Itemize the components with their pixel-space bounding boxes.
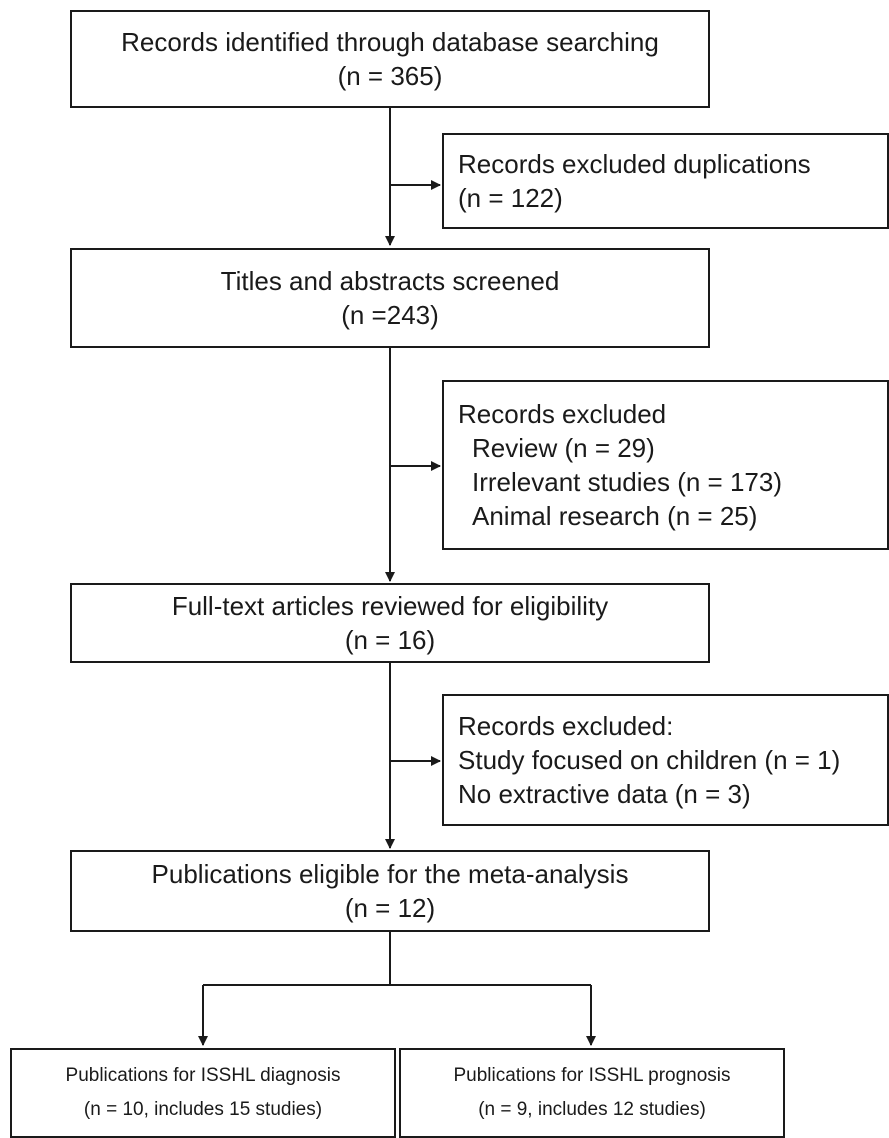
box-eligible-meta-analysis: Publications eligible for the meta-analy… (70, 850, 710, 932)
box-title: Records excluded (458, 399, 667, 429)
box-title: Records excluded: (458, 711, 674, 741)
box-title: Publications for ISSHL diagnosis (65, 1065, 341, 1086)
box-title: Publications eligible for the meta-analy… (151, 859, 629, 889)
exclusion-item: Animal research (n = 25) (472, 501, 758, 531)
box-count: (n = 12) (344, 893, 436, 923)
exclusion-item: Study focused on children (n = 1) (458, 745, 841, 775)
box-count: (n = 365) (337, 61, 443, 91)
box-titles-abstracts-screened: Titles and abstracts screened (n =243) (70, 248, 710, 348)
exclusion-item: Irrelevant studies (n = 173) (472, 467, 782, 497)
box-full-text-reviewed: Full-text articles reviewed for eligibil… (70, 583, 710, 663)
box-count: (n = 122) (458, 183, 563, 213)
box-excluded-duplicates: Records excluded duplications (n = 122) (442, 133, 889, 229)
box-title: Records identified through database sear… (121, 27, 659, 57)
exclusion-item: Review (n = 29) (472, 433, 655, 463)
box-excluded-full-text: Records excluded: Study focused on child… (442, 694, 889, 826)
box-isshl-diagnosis: Publications for ISSHL diagnosis (n = 10… (10, 1048, 396, 1138)
box-title: Records excluded duplications (458, 149, 811, 179)
box-title: Titles and abstracts screened (220, 266, 560, 296)
exclusion-item: No extractive data (n = 3) (458, 779, 751, 809)
box-title: Full-text articles reviewed for eligibil… (171, 591, 609, 621)
box-count: (n = 10, includes 15 studies) (83, 1099, 323, 1120)
box-excluded-screening: Records excluded Review (n = 29) Irrelev… (442, 380, 889, 550)
box-isshl-prognosis: Publications for ISSHL prognosis (n = 9,… (399, 1048, 785, 1138)
box-count: (n = 16) (344, 625, 436, 655)
box-count: (n =243) (341, 300, 439, 330)
box-count: (n = 9, includes 12 studies) (478, 1099, 706, 1120)
box-title: Publications for ISSHL prognosis (453, 1065, 731, 1086)
box-records-identified: Records identified through database sear… (70, 10, 710, 108)
